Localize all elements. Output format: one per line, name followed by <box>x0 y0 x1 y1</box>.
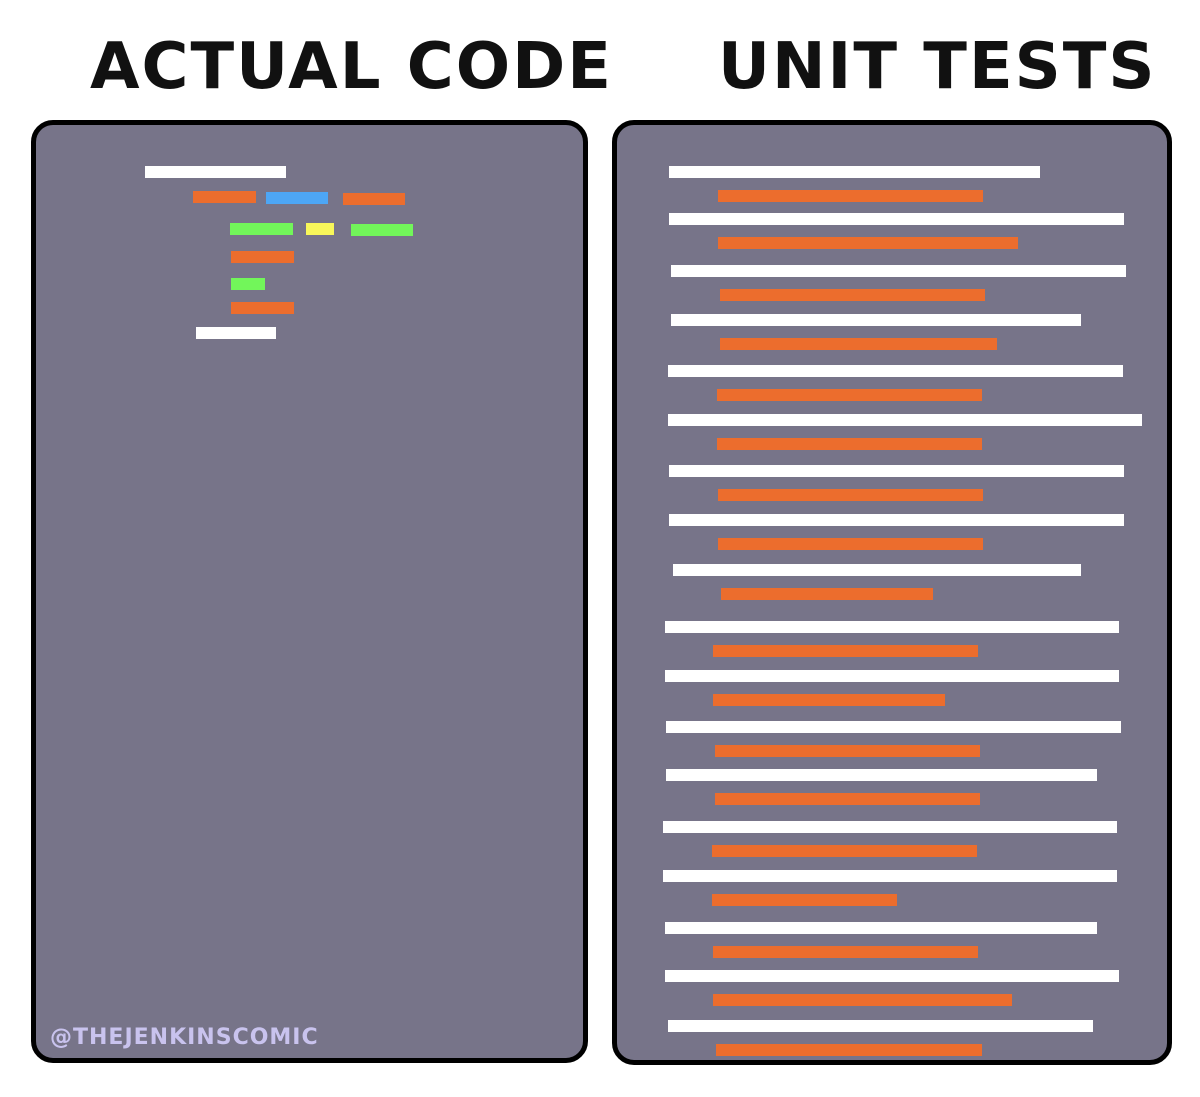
code-line-orange <box>231 302 294 314</box>
code-line-white <box>671 314 1081 326</box>
code-line-white <box>669 514 1124 526</box>
code-line-orange <box>716 1044 982 1056</box>
code-line-orange <box>231 251 294 263</box>
code-line-orange <box>717 389 982 401</box>
code-line-orange <box>713 946 978 958</box>
unit-tests-panel <box>612 120 1172 1065</box>
code-line-white <box>663 870 1117 882</box>
code-line-white <box>668 365 1123 377</box>
code-line-white <box>665 621 1119 633</box>
watermark: @THEJENKINSCOMIC <box>50 1025 319 1050</box>
code-line-white <box>669 465 1124 477</box>
code-line-white <box>666 721 1121 733</box>
code-line-orange <box>712 894 897 906</box>
code-line-orange <box>713 994 1012 1006</box>
code-line-orange <box>715 745 980 757</box>
code-line-orange <box>343 193 405 205</box>
code-line-orange <box>717 438 982 450</box>
code-line-green <box>351 224 413 236</box>
code-line-white <box>196 327 276 339</box>
code-line-orange <box>713 645 978 657</box>
code-line-blue <box>266 192 328 204</box>
code-line-orange <box>718 538 983 550</box>
code-line-white <box>665 670 1119 682</box>
actual-code-title: ACTUAL CODE <box>90 30 613 104</box>
code-line-orange <box>715 793 980 805</box>
code-line-orange <box>193 191 256 203</box>
code-line-white <box>668 414 1142 426</box>
code-line-white <box>668 1020 1093 1032</box>
code-line-orange <box>718 489 983 501</box>
code-line-green <box>230 223 293 235</box>
code-line-white <box>665 970 1119 982</box>
code-line-orange <box>721 588 933 600</box>
code-line-white <box>669 213 1124 225</box>
code-line-white <box>669 166 1040 178</box>
code-line-white <box>671 265 1126 277</box>
code-line-white <box>663 821 1117 833</box>
code-line-orange <box>720 338 997 350</box>
unit-tests-title: UNIT TESTS <box>718 30 1157 104</box>
code-line-white <box>673 564 1081 576</box>
code-line-yellow <box>306 223 334 235</box>
code-line-orange <box>718 237 1018 249</box>
code-line-orange <box>712 845 977 857</box>
code-line-green <box>231 278 265 290</box>
code-line-white <box>665 922 1097 934</box>
code-line-orange <box>718 190 983 202</box>
code-line-orange <box>720 289 985 301</box>
code-line-white <box>145 166 286 178</box>
code-line-white <box>666 769 1097 781</box>
actual-code-panel: @THEJENKINSCOMIC <box>31 120 588 1063</box>
code-line-orange <box>713 694 945 706</box>
